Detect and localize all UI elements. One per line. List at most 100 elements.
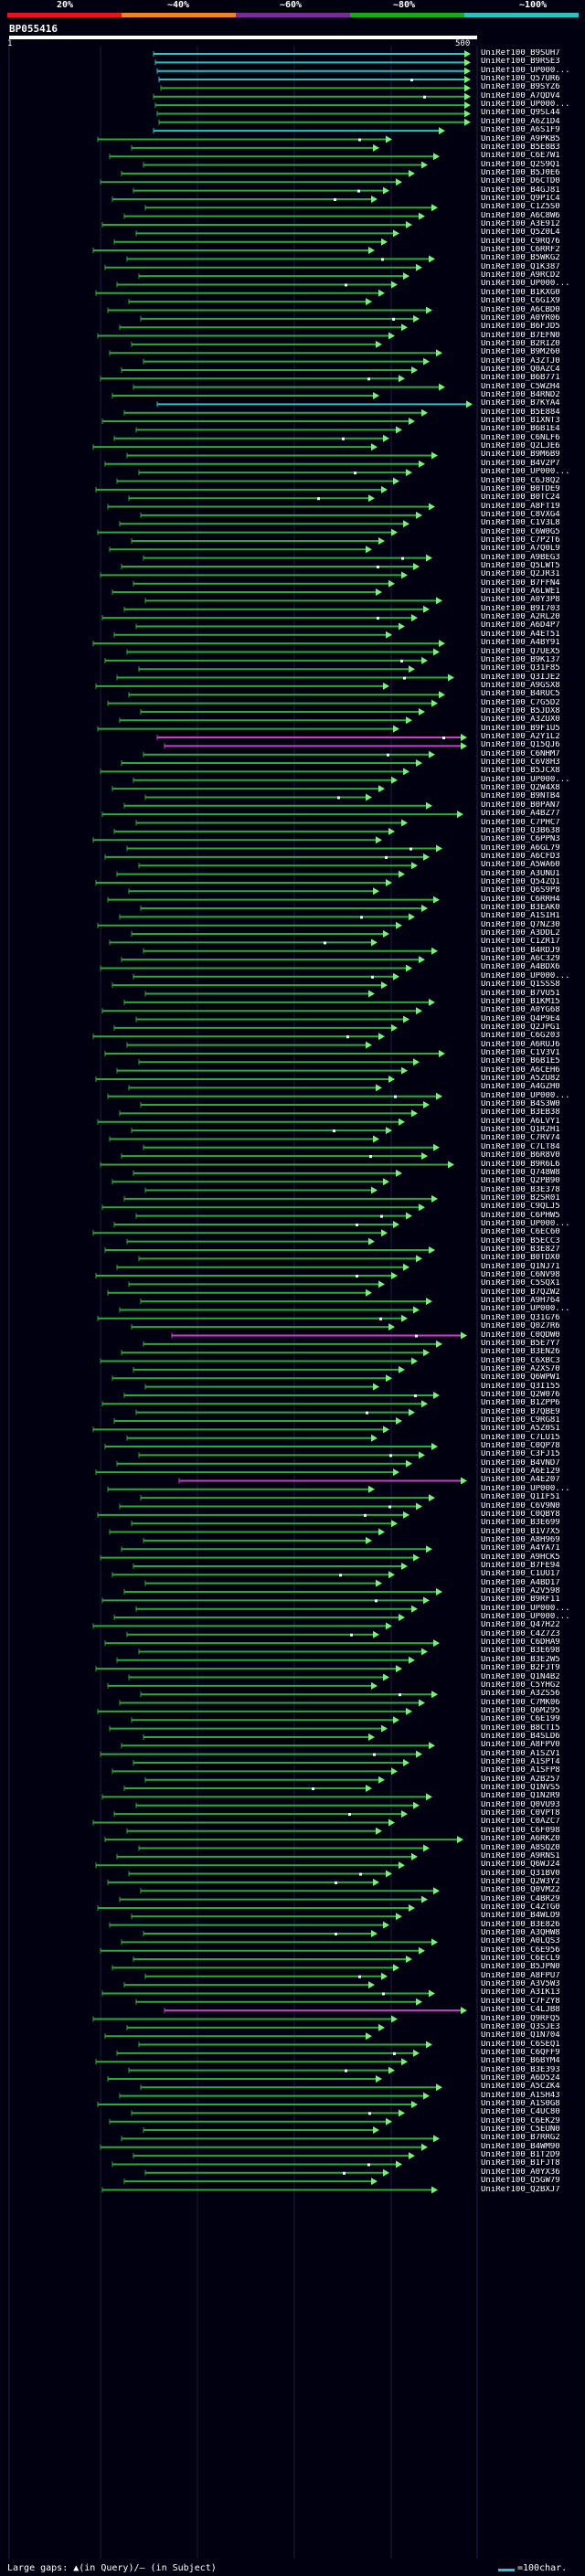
hit-label[interactable]: UniRef100_Q54ZQ1 <box>481 877 560 886</box>
hit-label[interactable]: UniRef100_A1SPT4 <box>481 1758 560 1766</box>
hit-label[interactable]: UniRef100_A0YR06 <box>481 313 560 323</box>
hit-label[interactable]: UniRef100_A0Y3P8 <box>481 596 560 605</box>
hit-label[interactable]: UniRef100_B1KM15 <box>481 997 560 1006</box>
hit-label[interactable]: UniRef100_A6LVY1 <box>481 1117 560 1126</box>
hit-label[interactable]: UniRef100_C6V8H3 <box>481 758 560 768</box>
hit-label[interactable]: UniRef100_B9RF11 <box>481 1595 560 1605</box>
hit-label[interactable]: UniRef100_B4GJ81 <box>481 186 560 195</box>
hit-label[interactable]: UniRef100_Q9P1C4 <box>481 194 560 203</box>
hit-label[interactable]: UniRef100_Q2LJE6 <box>481 442 560 451</box>
hit-label[interactable]: UniRef100_Q1K387 <box>481 262 560 271</box>
hit-label[interactable]: UniRef100_B7FE94 <box>481 1561 560 1570</box>
hit-label[interactable]: UniRef100_C6E199 <box>481 1715 560 1724</box>
hit-label[interactable]: UniRef100_C6RRH4 <box>481 895 560 904</box>
hit-label[interactable]: UniRef100_B3E2W5 <box>481 1655 560 1664</box>
hit-label[interactable]: UniRef100_B0TC24 <box>481 493 560 503</box>
hit-label[interactable]: UniRef100_Q1NVS5 <box>481 1784 560 1793</box>
hit-label[interactable]: UniRef100_Q2S9Q1 <box>481 160 560 169</box>
hit-label[interactable]: UniRef100_Q9RFQ5 <box>481 2014 560 2023</box>
hit-label[interactable]: UniRef100_C7PHC7 <box>481 818 560 827</box>
hit-label[interactable]: UniRef100_B7EFN0 <box>481 331 560 340</box>
hit-label[interactable]: UniRef100_UP000... <box>481 1484 570 1493</box>
hit-label[interactable]: UniRef100_B3E826 <box>481 1920 560 1929</box>
hit-label[interactable]: UniRef100_B9RSE3 <box>481 58 560 67</box>
hit-label[interactable]: UniRef100_C6EK29 <box>481 2116 560 2125</box>
hit-label[interactable]: UniRef100_Q1R2H1 <box>481 1126 560 1135</box>
hit-label[interactable]: UniRef100_C0QP78 <box>481 1442 560 1451</box>
hit-label[interactable]: UniRef100_C9RQ76 <box>481 237 560 246</box>
hit-label[interactable]: UniRef100_Q47H22 <box>481 1621 560 1630</box>
hit-label[interactable]: UniRef100_Q1N4B2 <box>481 1672 560 1681</box>
hit-label[interactable]: UniRef100_A8FPU7 <box>481 1971 560 1980</box>
hit-label[interactable]: UniRef100_A6CFD3 <box>481 852 560 861</box>
hit-label[interactable]: UniRef100_A6GL79 <box>481 843 560 853</box>
hit-label[interactable]: UniRef100_C5SQX1 <box>481 1279 560 1288</box>
hit-label[interactable]: UniRef100_Q9SL44 <box>481 109 560 118</box>
hit-label[interactable]: UniRef100_C6GIX9 <box>481 297 560 306</box>
hit-label[interactable]: UniRef100_A6LWE1 <box>481 588 560 597</box>
hit-label[interactable]: UniRef100_A3E912 <box>481 220 560 228</box>
hit-label[interactable]: UniRef100_B9SUH7 <box>481 49 560 58</box>
hit-label[interactable]: UniRef100_A6CEH6 <box>481 1065 560 1075</box>
hit-label[interactable]: UniRef100_Q1N2R9 <box>481 1792 560 1801</box>
hit-label[interactable]: UniRef100_A5ZU82 <box>481 1075 560 1083</box>
hit-label[interactable]: UniRef100_C6G203 <box>481 1032 560 1041</box>
hit-label[interactable]: UniRef100_B3E393 <box>481 2065 560 2074</box>
hit-label[interactable]: UniRef100_B4WLO9 <box>481 1912 560 1921</box>
hit-label[interactable]: UniRef100_UP000... <box>481 1604 570 1613</box>
hit-label[interactable]: UniRef100_B9I703 <box>481 604 560 613</box>
hit-label[interactable]: UniRef100_B7FFN4 <box>481 578 560 588</box>
hit-label[interactable]: UniRef100_A6C329 <box>481 955 560 964</box>
hit-label[interactable]: UniRef100_B8CTI5 <box>481 1723 560 1733</box>
hit-label[interactable]: UniRef100_B6BYM4 <box>481 2057 560 2066</box>
hit-label[interactable]: UniRef100_A3QHW8 <box>481 1929 560 1937</box>
hit-label[interactable]: UniRef100_A8FT19 <box>481 502 560 511</box>
hit-label[interactable]: UniRef100_Q5Z0L4 <box>481 228 560 238</box>
hit-label[interactable]: UniRef100_A8H969 <box>481 1535 560 1544</box>
hit-label[interactable]: UniRef100_C4UC80 <box>481 2108 560 2117</box>
hit-label[interactable]: UniRef100_Q6WPW1 <box>481 1373 560 1383</box>
hit-label[interactable]: UniRef100_A0YX36 <box>481 2168 560 2177</box>
hit-label[interactable]: UniRef100_C0AZC7 <box>481 1818 560 1827</box>
hit-label[interactable]: UniRef100_B9M6B9 <box>481 451 560 460</box>
hit-label[interactable]: UniRef100_Q2JR31 <box>481 570 560 579</box>
hit-label[interactable]: UniRef100_Q6M295 <box>481 1706 560 1715</box>
hit-label[interactable]: UniRef100_Q5LWT5 <box>481 562 560 570</box>
hit-label[interactable]: UniRef100_Q7NZ30 <box>481 920 560 929</box>
hit-label[interactable]: UniRef100_B4RDJ9 <box>481 946 560 955</box>
hit-label[interactable]: UniRef100_A4BDX6 <box>481 963 560 972</box>
hit-label[interactable]: UniRef100_Q5GW79 <box>481 2177 560 2186</box>
hit-label[interactable]: UniRef100_A6RKZ0 <box>481 1835 560 1844</box>
hit-label[interactable]: UniRef100_C7LT84 <box>481 1142 560 1151</box>
hit-label[interactable]: UniRef100_B2FJT9 <box>481 1664 560 1673</box>
hit-label[interactable]: UniRef100_B6B771 <box>481 374 560 383</box>
hit-label[interactable]: UniRef100_C6QFF9 <box>481 2048 560 2057</box>
hit-label[interactable]: UniRef100_C6E956 <box>481 1945 560 1955</box>
hit-label[interactable]: UniRef100_B6B1E5 <box>481 1057 560 1066</box>
hit-label[interactable]: UniRef100_B5JPN0 <box>481 1963 560 1972</box>
hit-label[interactable]: UniRef100_A3UNU1 <box>481 869 560 878</box>
hit-label[interactable]: UniRef100_UP000... <box>481 66 570 75</box>
hit-label[interactable]: UniRef100_Q31G76 <box>481 1313 560 1322</box>
hit-label[interactable]: UniRef100_B5WKG2 <box>481 254 560 263</box>
hit-label[interactable]: UniRef100_Q57UR6 <box>481 75 560 84</box>
hit-label[interactable]: UniRef100_Q2BXJ7 <box>481 2185 560 2194</box>
hit-label[interactable]: UniRef100_UP000... <box>481 775 570 784</box>
hit-label[interactable]: UniRef100_UP000... <box>481 1219 570 1228</box>
hit-label[interactable]: UniRef100_C8VXG4 <box>481 510 560 519</box>
hit-label[interactable]: UniRef100_B7RRG2 <box>481 2134 560 2143</box>
hit-label[interactable]: UniRef100_A0YG68 <box>481 1006 560 1015</box>
hit-label[interactable]: UniRef100_C6NV98 <box>481 1271 560 1280</box>
hit-label[interactable]: UniRef100_C9RG81 <box>481 1416 560 1425</box>
hit-label[interactable]: UniRef100_C6PHW5 <box>481 1211 560 1220</box>
hit-label[interactable]: UniRef100_C7LU15 <box>481 1433 560 1442</box>
hit-label[interactable]: UniRef100_B4RND2 <box>481 391 560 399</box>
hit-label[interactable]: UniRef100_D6CTD0 <box>481 177 560 186</box>
hit-label[interactable]: UniRef100_B3E698 <box>481 1647 560 1656</box>
hit-label[interactable]: UniRef100_C1ZR17 <box>481 938 560 947</box>
hit-label[interactable]: UniRef100_A6D4P7 <box>481 621 560 631</box>
hit-label[interactable]: UniRef100_B7KYA4 <box>481 399 560 408</box>
hit-label[interactable]: UniRef100_A1S0G8 <box>481 2100 560 2108</box>
hit-label[interactable]: UniRef100_C6PPN3 <box>481 835 560 844</box>
hit-label[interactable]: UniRef100_B9NTB4 <box>481 792 560 801</box>
